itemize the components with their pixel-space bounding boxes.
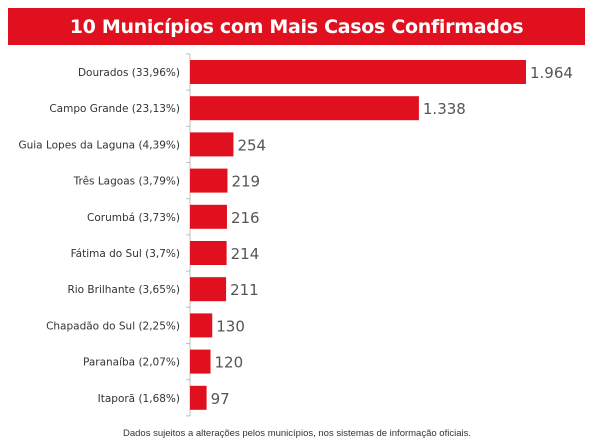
chart-title: 10 Municípios com Mais Casos Confirmados	[69, 15, 524, 38]
bar	[190, 132, 234, 157]
value-label: 120	[215, 354, 244, 372]
category-label: Itaporã (1,68%)	[98, 393, 180, 405]
value-label: 219	[231, 173, 260, 191]
value-label: 216	[231, 209, 260, 227]
footnote: Dados sujeitos a alterações pelos municí…	[123, 428, 471, 439]
category-label: Paranaíba (2,07%)	[83, 357, 180, 369]
bar	[190, 313, 213, 338]
value-label: 1.964	[530, 64, 573, 82]
chart-title-banner: 10 Municípios com Mais Casos Confirmados	[8, 8, 585, 45]
category-label: Guia Lopes da Laguna (4,39%)	[18, 139, 180, 151]
bar	[190, 277, 227, 302]
value-label: 130	[216, 317, 245, 335]
value-label: 211	[230, 281, 259, 299]
bar	[190, 204, 227, 229]
category-label: Chapadão do Sul (2,25%)	[46, 320, 180, 332]
bar	[190, 96, 419, 121]
value-label: 254	[237, 136, 266, 154]
category-label: Rio Brilhante (3,65%)	[67, 284, 180, 296]
bar	[190, 385, 207, 410]
category-label: Corumbá (3,73%)	[87, 212, 180, 224]
bar	[190, 241, 227, 265]
category-label: Três Lagoas (3,79%)	[73, 176, 180, 188]
bar	[190, 168, 228, 193]
category-label: Dourados (33,96%)	[78, 67, 180, 79]
value-label: 1.338	[423, 100, 466, 118]
bar	[190, 60, 526, 84]
bar	[190, 349, 211, 374]
value-label: 214	[231, 245, 260, 263]
value-label: 97	[211, 390, 230, 408]
category-label: Fátima do Sul (3,7%)	[71, 248, 180, 260]
category-label: Campo Grande (23,13%)	[49, 103, 180, 115]
